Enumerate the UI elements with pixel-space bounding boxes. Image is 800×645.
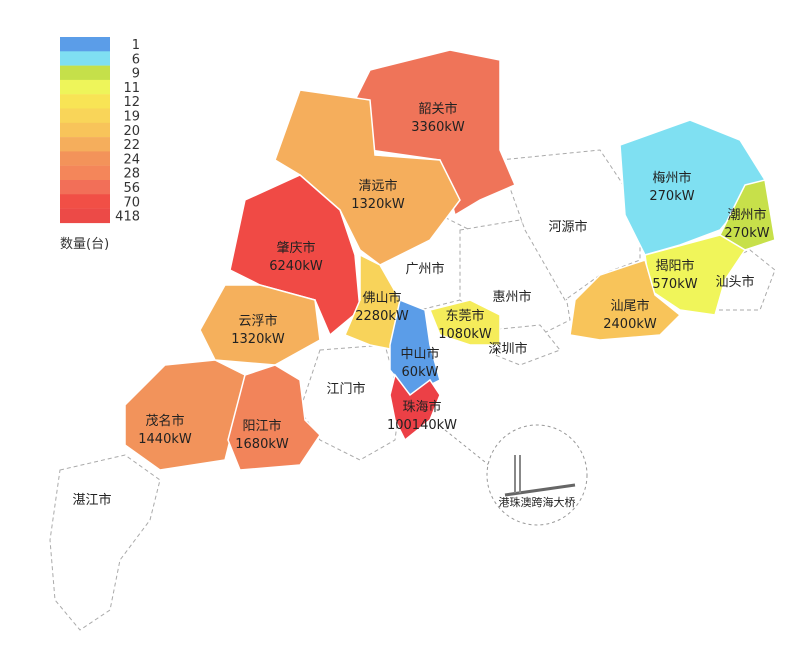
label-zhanjiang: 湛江市 <box>72 492 111 508</box>
legend-swatch <box>60 151 110 166</box>
legend-swatch <box>60 180 110 195</box>
region-value-label: 270kW <box>724 226 769 241</box>
label-shantou: 汕头市 <box>715 274 754 290</box>
region-name-label: 珠海市 <box>402 399 441 415</box>
region-name-label: 茂名市 <box>145 413 184 429</box>
legend-swatch <box>60 94 110 109</box>
legend-swatch <box>60 165 110 181</box>
region-name-label: 肇庆市 <box>276 240 315 256</box>
legend-value: 70 <box>123 195 140 210</box>
region-value-label: 270kW <box>649 189 694 204</box>
region-zhanjiang[interactable] <box>49 454 161 631</box>
region-yangjiang[interactable] <box>227 364 321 471</box>
label-shenzhen: 深圳市 <box>488 341 527 357</box>
region-name-label: 东莞市 <box>445 308 484 324</box>
region-name-label: 汕尾市 <box>610 298 649 314</box>
region-heyuan[interactable] <box>499 149 641 301</box>
region-name-label: 阳江市 <box>242 418 281 434</box>
legend-value: 12 <box>123 95 140 110</box>
legend-value: 418 <box>115 210 140 225</box>
region-name-label: 佛山市 <box>362 290 401 306</box>
region-jiangmen[interactable] <box>299 344 401 461</box>
legend-swatch <box>60 51 110 66</box>
region-value-label: 1080kW <box>438 327 492 342</box>
region-shanwei[interactable] <box>569 259 682 341</box>
region-zhaoqing[interactable] <box>229 174 361 337</box>
region-yunfu[interactable] <box>199 284 321 366</box>
region-name-label: 韶关市 <box>418 101 457 117</box>
legend-swatch <box>60 37 110 52</box>
legend-value: 19 <box>123 110 140 125</box>
legend-swatch <box>60 79 110 95</box>
label-guangzhou: 广州市 <box>405 261 444 277</box>
legend-value: 24 <box>123 152 140 167</box>
region-value-label: 3360kW <box>411 120 465 135</box>
region-name-label: 梅州市 <box>652 170 691 186</box>
region-value-label: 570kW <box>652 277 697 292</box>
region-labels: 韶关市 3360kW 清远市 1320kW 肇庆市 6240kW 云浮市 1320kW 茂名市 1… <box>138 101 769 452</box>
legend-swatch <box>60 65 110 81</box>
legend-title: 数量(台) <box>60 237 109 252</box>
legend-value: 11 <box>123 81 140 96</box>
region-value-label: 1440kW <box>138 432 192 447</box>
region-name-label: 云浮市 <box>238 313 277 329</box>
label-heyuan: 河源市 <box>548 219 587 235</box>
region-value-label: 2400kW <box>603 317 657 332</box>
legend-swatch <box>60 108 110 123</box>
region-qingyuan[interactable] <box>274 89 461 266</box>
region-value-label: 1680kW <box>235 437 289 452</box>
legend-value: 56 <box>123 181 140 196</box>
label-jiangmen: 江门市 <box>326 381 365 397</box>
legend-value: 20 <box>123 124 140 139</box>
legend-swatch <box>60 122 110 138</box>
region-value-label: 2280kW <box>355 309 409 324</box>
region-chaozhou[interactable] <box>719 179 776 251</box>
region-value-label: 1320kW <box>231 332 285 347</box>
legend-value: 6 <box>132 52 140 67</box>
label-huizhou: 惠州市 <box>492 289 531 305</box>
region-zhuhai[interactable] <box>389 373 441 442</box>
region-name-label: 揭阳市 <box>655 258 694 274</box>
region-name-label: 中山市 <box>400 346 439 362</box>
legend-swatch <box>60 208 110 224</box>
region-value-label: 100140kW <box>387 418 457 433</box>
bridge-label: 港珠澳跨海大桥 <box>499 495 576 509</box>
region-value-label: 1320kW <box>351 197 405 212</box>
bridge-icon <box>504 483 576 497</box>
region-value-label: 60kW <box>402 365 439 380</box>
region-name-label: 清远市 <box>358 178 397 194</box>
legend-swatch <box>60 194 110 209</box>
region-name-label: 潮州市 <box>727 207 766 223</box>
region-value-label: 6240kW <box>269 259 323 274</box>
legend-swatch <box>60 137 110 152</box>
bridge-tower-icon <box>514 455 521 493</box>
legend-value: 9 <box>132 67 140 82</box>
region-shenzhen[interactable] <box>489 324 561 366</box>
region-dongguan[interactable] <box>428 299 501 346</box>
legend-value: 22 <box>123 138 140 153</box>
legend-value: 1 <box>132 38 140 53</box>
legend-value: 28 <box>123 167 140 182</box>
bridge-inset <box>486 424 588 526</box>
inset-leader-line <box>444 429 496 471</box>
region-maoming[interactable] <box>124 359 246 471</box>
